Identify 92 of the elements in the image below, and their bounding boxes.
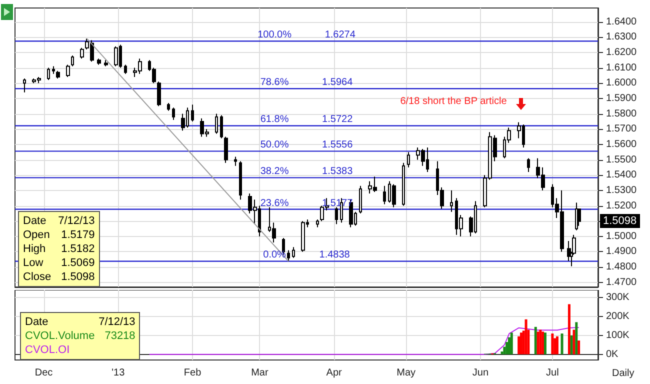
ref-line-label: 100.0% 1.6274 xyxy=(258,30,356,41)
ref-line-label: 38.2% 1.5383 xyxy=(260,166,354,178)
candlestick xyxy=(316,219,319,228)
y-tick-label: 200K xyxy=(606,310,630,322)
bar xyxy=(539,330,542,354)
candlestick xyxy=(124,64,127,74)
y-tick-label: 1.5200 xyxy=(606,200,638,212)
annotation: Date 7/12/13 xyxy=(23,214,95,228)
candlestick xyxy=(383,185,386,205)
candlestick xyxy=(47,67,50,81)
candlestick xyxy=(359,185,362,214)
x-tick-label: Feb xyxy=(184,368,202,378)
y-tick-label: 1.5400 xyxy=(606,170,638,181)
candlestick xyxy=(234,156,237,166)
bar xyxy=(560,334,564,354)
bar xyxy=(568,304,570,354)
annotation: 73218 xyxy=(104,329,136,343)
x-tick-label: May xyxy=(396,368,416,378)
line-series xyxy=(148,326,580,355)
candlestick xyxy=(392,184,396,208)
y-tick-label: 1.6200 xyxy=(606,46,638,58)
y-tick-label: 300K xyxy=(606,292,630,304)
candlestick xyxy=(224,136,228,164)
x-tick-label: '13 xyxy=(112,368,126,378)
y-tick-label: 0K xyxy=(606,348,619,360)
y-tick-label: 1.5900 xyxy=(606,92,638,104)
text: High 1.5182 xyxy=(23,243,95,255)
ref-line-label: 50.0% 1.5556 xyxy=(260,140,354,151)
y-tick-label: 1.4800 xyxy=(606,262,638,273)
candlestick xyxy=(167,102,170,112)
y-tick-label: 1.5800 xyxy=(606,108,638,120)
ref-line-label: 0.0% 1.4838 xyxy=(263,250,350,261)
candlestick xyxy=(301,220,305,252)
bar xyxy=(534,326,537,354)
candlestick xyxy=(450,190,453,212)
annotation: 6/18 short the BP article xyxy=(400,96,507,108)
y-tick-label: 1.6300 xyxy=(606,32,638,43)
candlestick xyxy=(527,158,530,173)
candlestick xyxy=(292,246,295,258)
candlestick xyxy=(220,114,223,139)
bar xyxy=(570,335,573,354)
y-tick-label: 1.5700 xyxy=(606,124,638,135)
y-tick-label: 1.5300 xyxy=(606,184,638,196)
text: Date 7/12/13 xyxy=(25,316,136,328)
x-tick-label: Jul xyxy=(546,368,559,378)
text: CVOL.Volume xyxy=(25,329,95,343)
y-tick-label: 1.4900 xyxy=(606,246,638,258)
x-tick-label: Jun xyxy=(472,368,489,378)
candlestick xyxy=(80,47,84,60)
bar xyxy=(518,336,520,354)
candlestick xyxy=(66,64,70,78)
candlestick xyxy=(104,60,108,67)
bar xyxy=(556,336,558,354)
y-tick-label: 1.6400 xyxy=(606,16,638,28)
candlestick xyxy=(239,160,242,200)
candlestick xyxy=(71,55,74,67)
candlestick xyxy=(191,104,194,122)
bar xyxy=(520,332,522,354)
ref-line-label: 78.6% 1.5964 xyxy=(260,77,354,88)
candlestick xyxy=(114,46,118,67)
x-axis-title: Daily xyxy=(612,368,634,379)
bar xyxy=(578,340,580,354)
ref-line-label: 61.8% 1.5722 xyxy=(260,114,354,126)
candlestick xyxy=(172,107,175,120)
candlestick xyxy=(97,58,101,66)
annotation: Open 1.5179 xyxy=(23,228,95,242)
candlestick xyxy=(23,78,26,93)
y-tick-label: 1.5600 xyxy=(606,138,638,150)
candlestick xyxy=(407,152,410,168)
bar xyxy=(551,334,554,354)
bar xyxy=(575,322,578,354)
y-tick-label: 100K xyxy=(606,330,630,341)
candlestick xyxy=(52,66,55,74)
x-tick-label: Apr xyxy=(326,368,343,378)
candlestick xyxy=(56,70,60,80)
x-tick-label: Dec xyxy=(34,368,53,378)
candlestick xyxy=(287,250,290,262)
y-tick-label: 1.5500 xyxy=(606,154,638,166)
annotation: Close 1.5098 xyxy=(23,270,95,284)
candlestick xyxy=(157,81,161,107)
y-tick-label: 1.6100 xyxy=(606,62,638,74)
text: Low 1.5069 xyxy=(23,257,95,269)
y-tick-label: 1.5000 xyxy=(606,230,638,242)
y-tick-label: 1.4700 xyxy=(606,276,638,288)
text: CVOL.OI xyxy=(25,343,70,357)
candlestick xyxy=(215,113,218,134)
candlestick xyxy=(335,206,338,225)
bar xyxy=(510,332,513,354)
x-tick-label: Mar xyxy=(251,368,269,378)
candlestick xyxy=(402,162,405,206)
annotation: 1.5098 xyxy=(600,214,640,228)
y-tick-label: 1.6000 xyxy=(606,78,638,89)
